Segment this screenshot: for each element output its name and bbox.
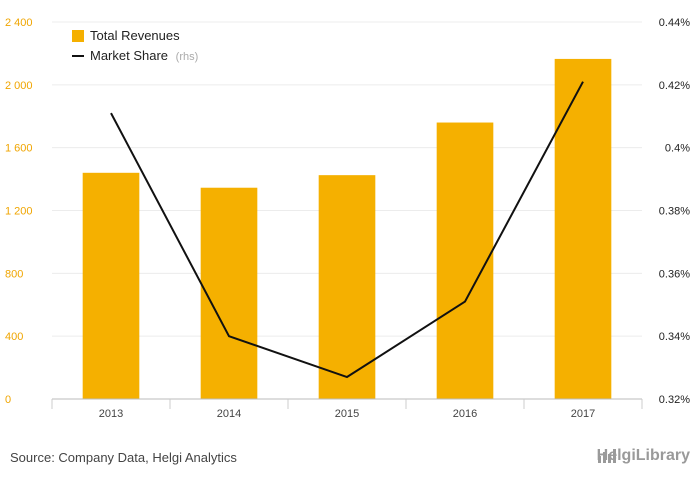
y-right-tick-label: 0.42%	[659, 80, 690, 92]
line-layer	[110, 81, 584, 379]
y-right-tick-label: 0.32%	[659, 394, 690, 406]
brand-logo: HelgiLibrary	[597, 447, 690, 465]
bar-total-revenues	[82, 172, 140, 399]
bar-total-revenues	[436, 122, 494, 400]
brand-name: HelgiLibrary	[596, 447, 690, 464]
legend-label-market-share: Market Share	[90, 48, 168, 63]
x-tick-label: 2017	[571, 408, 595, 420]
legend: Total Revenues Market Share (rhs)	[72, 28, 198, 63]
bar-total-revenues	[318, 175, 376, 399]
axis-layer: 0 400 800 1 200 1 600 2 000 2 400 0.32% 0.34% 0.3…	[5, 17, 690, 420]
y-left-tick-label: 400	[5, 331, 23, 343]
y-right-tick-label: 0.34%	[659, 331, 690, 343]
bar-total-revenues	[554, 58, 612, 400]
footer-source: Source: Company Data, Helgi Analytics	[10, 450, 237, 465]
library-chart-icon	[597, 449, 616, 463]
y-left-tick-label: 0	[5, 394, 11, 406]
y-left-tick-label: 2 000	[5, 80, 33, 92]
y-right-tick-label: 0.36%	[659, 268, 690, 280]
legend-label-rhs: (rhs)	[176, 51, 199, 63]
legend-label-market-share-group: Market Share (rhs)	[90, 48, 198, 63]
y-left-tick-label: 800	[5, 268, 23, 280]
legend-label-revenues: Total Revenues	[90, 28, 180, 43]
y-right-tick-label: 0.38%	[659, 206, 690, 218]
y-right-tick-label: 0.44%	[659, 17, 690, 29]
x-tick-label: 2015	[335, 408, 359, 420]
legend-swatch-revenues	[72, 30, 84, 42]
y-left-tick-label: 1 200	[5, 206, 33, 218]
x-tick-label: 2016	[453, 408, 477, 420]
bar-total-revenues	[200, 187, 258, 399]
x-tick-label: 2014	[217, 408, 241, 420]
y-left-tick-label: 2 400	[5, 17, 33, 29]
y-left-tick-label: 1 600	[5, 143, 33, 155]
x-tick-label: 2013	[99, 408, 123, 420]
y-right-tick-label: 0.4%	[665, 143, 690, 155]
bar-layer	[82, 58, 612, 400]
